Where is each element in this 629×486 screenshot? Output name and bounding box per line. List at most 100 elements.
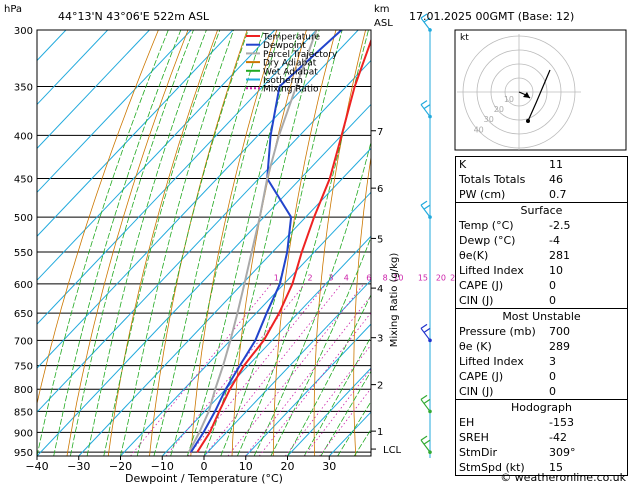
wet-adiabat: [37, 30, 169, 456]
wet-adiabat: [103, 30, 221, 456]
mixing-ratio-label: 1: [274, 274, 279, 283]
isotherm: [37, 103, 371, 456]
axes: 3003504004505005506006507007508008509009…: [14, 26, 402, 473]
hodograph-ring-label: 40: [474, 125, 484, 134]
pressure-tick-label: 950: [14, 448, 33, 459]
surface-key: CAPE (J): [459, 279, 504, 292]
wet-adiabat: [153, 30, 265, 456]
most_unstable-row: CIN (J) 0: [456, 384, 627, 399]
wind-barb-shaft: [420, 204, 431, 218]
dry-adiabat: [107, 30, 218, 456]
hodograph_table-row: EH -153: [456, 415, 627, 430]
x-tick-label: 30: [322, 460, 336, 473]
km-tick-label: 2: [377, 381, 383, 392]
hodograph-kt-label: kt: [460, 33, 469, 43]
km-tick-label: 4: [377, 284, 383, 295]
legend-label: Dewpoint: [263, 41, 306, 51]
surface-section: Surface Temp (°C) -2.5 Dewp (°C) -4 θe(K) 281…: [456, 202, 627, 308]
isotherm: [37, 30, 317, 325]
mixing-ratio-line: [165, 283, 306, 456]
copyright[interactable]: © weatheronline.co.uk: [500, 471, 626, 484]
hodograph_table-row: StmDir 309°: [456, 445, 627, 460]
most_unstable-value: 0: [549, 370, 556, 383]
wet-adiabat: [53, 30, 182, 456]
most_unstable-row: θe (K) 289: [456, 339, 627, 354]
wet-adiabat: [320, 370, 371, 456]
pressure-tick-label: 350: [14, 82, 33, 93]
dry-adiabat: [272, 30, 337, 456]
most_unstable-value: 700: [549, 325, 570, 338]
isotherm: [78, 147, 371, 456]
mixing-ratio-line: [319, 387, 371, 456]
indices-key: K: [459, 158, 467, 171]
wind-barb-shaft: [420, 439, 431, 453]
isotherm: [203, 279, 371, 456]
indices-key: PW (cm): [459, 188, 506, 201]
profile-lines: [188, 30, 371, 453]
hodograph-arrow: [523, 92, 530, 98]
surface-title: Surface: [520, 204, 563, 217]
surface-key: θe(K): [459, 249, 489, 262]
date-title: 17.01.2025 00GMT (Base: 12): [409, 10, 574, 23]
legend-label: Parcel Trajectory: [263, 50, 338, 60]
indices-panel: K 11 Totals Totals 46 PW (cm) 0.7 Surface Tem…: [455, 156, 628, 476]
wind-barbs: [420, 13, 432, 458]
pressure-tick-label: 650: [14, 309, 33, 320]
km-tick-label: 5: [377, 234, 383, 245]
hodograph_table-key: SREH: [459, 431, 489, 444]
mixing-ratio-axis-label: Mixing Ratio (g/kg): [389, 253, 400, 348]
x-tick-label: −40: [25, 460, 48, 473]
mixing-ratio-label: 6: [366, 274, 371, 283]
surface-value: 0: [549, 279, 556, 292]
indices-value: 11: [549, 158, 563, 171]
pressure-tick-label: 500: [14, 213, 33, 224]
hodograph-ring-label: 10: [504, 95, 514, 104]
km-tick-label: 3: [377, 334, 383, 345]
series-parcel-trajectory: [188, 30, 318, 453]
mixing-ratio-line: [258, 312, 371, 456]
km-tick-label: 7: [377, 127, 383, 138]
most_unstable-key: Pressure (mb): [459, 325, 536, 338]
hodograph_table-row: StmSpd (kt) 15: [456, 460, 627, 475]
x-tick-label: −20: [109, 460, 132, 473]
wind-barb-flag: [420, 394, 428, 400]
hodograph-frame: [454, 29, 627, 151]
surface-key: Lifted Index: [459, 264, 524, 277]
surface-value: 10: [549, 264, 563, 277]
hodograph_table-value: -42: [549, 431, 567, 444]
wind-barb-flag: [423, 204, 431, 210]
surface-value: -4: [549, 234, 560, 247]
dry-adiabat: [429, 30, 454, 456]
wind-barb-flag: [420, 100, 428, 106]
most_unstable-value: 289: [549, 340, 570, 353]
hodograph_table-value: -153: [549, 416, 574, 429]
isotherm: [245, 323, 371, 456]
most_unstable-row: Lifted Index 3: [456, 354, 627, 369]
wet-adiabat: [136, 30, 249, 456]
plot-frame: [36, 29, 372, 457]
legend-label: Wet Adiabat: [263, 67, 318, 77]
isotherm: [37, 30, 234, 237]
x-tick-label: 20: [281, 460, 295, 473]
pressure-tick-label: 550: [14, 248, 33, 259]
surface-row: Lifted Index 10: [456, 263, 627, 278]
location-title: 44°13'N 43°06'E 522m ASL: [58, 10, 210, 23]
surface-key: Temp (°C): [459, 219, 514, 232]
indices-key: Totals Totals: [459, 173, 526, 186]
hodograph-ring-label: 20: [494, 105, 504, 114]
wet-adiabat: [70, 30, 194, 456]
mixing-ratio-line: [304, 368, 371, 456]
mixing-ratio-line: [203, 283, 342, 456]
surface-row: CIN (J) 0: [456, 293, 627, 308]
dry-adiabat: [353, 154, 371, 456]
x-tick-label: 0: [201, 460, 208, 473]
dry-adiabat: [190, 30, 278, 456]
isotherm: [37, 59, 371, 413]
surface-row: Temp (°C) -2.5: [456, 218, 627, 233]
wet-adiabat: [287, 294, 371, 456]
surface-value: -2.5: [549, 219, 571, 232]
most_unstable-value: 3: [549, 355, 556, 368]
pressure-tick-label: 800: [14, 385, 33, 396]
